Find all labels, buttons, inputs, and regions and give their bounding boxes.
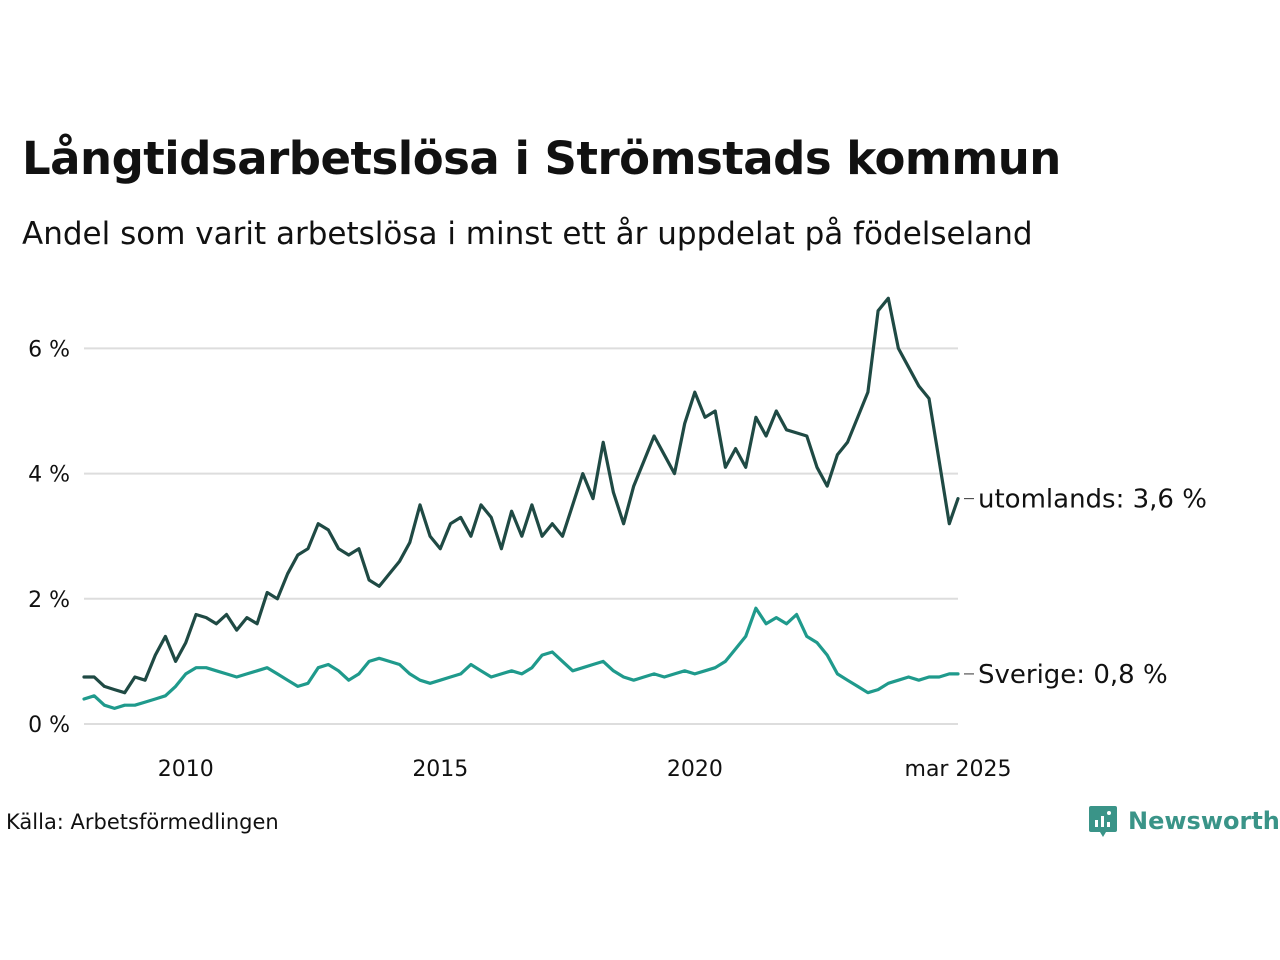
end-labels: utomlands: 3,6 % Sverige: 0,8 % xyxy=(964,485,1207,690)
x-tick-label: mar 2025 xyxy=(905,757,1012,782)
x-tick-label: 2010 xyxy=(158,757,214,782)
y-tick-label: 0 % xyxy=(28,713,70,738)
y-axis-labels: 0 % 2 % 4 % 6 % xyxy=(28,337,70,738)
y-tick-label: 6 % xyxy=(28,337,70,362)
y-tick-label: 2 % xyxy=(28,588,70,613)
end-label-utomlands: utomlands: 3,6 % xyxy=(978,485,1207,515)
source-note: Källa: Arbetsförmedlingen xyxy=(6,810,279,834)
grid-lines xyxy=(84,347,958,725)
chart-title: Långtidsarbetslösa i Strömstads kommun xyxy=(22,132,1061,185)
brand-logo[interactable]: Newsworthy xyxy=(1088,804,1280,838)
series-line-sverige xyxy=(82,606,960,710)
y-tick-label: 4 % xyxy=(28,463,70,488)
brand-name: Newsworthy xyxy=(1128,807,1280,835)
x-axis-labels: 2010 2015 2020 mar 2025 xyxy=(158,757,1012,782)
newsworthy-logo-icon xyxy=(1089,806,1117,837)
x-tick-label: 2015 xyxy=(412,757,468,782)
series-lines xyxy=(82,296,960,710)
line-chart: 0 % 2 % 4 % 6 % 2010 2015 2020 mar 2025 utomla… xyxy=(28,296,1207,782)
chart-subtitle: Andel som varit arbetslösa i minst ett å… xyxy=(22,216,1033,252)
end-label-sverige: Sverige: 0,8 % xyxy=(978,660,1168,690)
series-line-utomlands xyxy=(82,296,960,695)
x-tick-label: 2020 xyxy=(667,757,723,782)
